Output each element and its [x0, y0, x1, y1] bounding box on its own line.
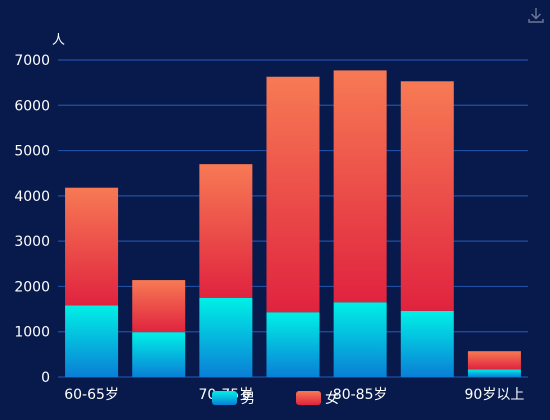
y-axis-unit-label: 人 — [52, 33, 65, 48]
legend-label-female[interactable]: 女 — [325, 390, 339, 407]
bar-female[interactable] — [199, 164, 253, 298]
y-tick-label: 3000 — [14, 234, 50, 250]
y-tick-label: 1000 — [14, 325, 50, 341]
y-tick-label: 4000 — [14, 189, 50, 205]
x-tick-label: 80-85岁 — [333, 387, 388, 403]
legend[interactable]: 男女 — [212, 390, 339, 407]
bar-female[interactable] — [132, 280, 186, 333]
bar-female[interactable] — [333, 70, 387, 303]
bar-female[interactable] — [400, 81, 454, 311]
y-axis-ticks: 0 1000 2000 3000 4000 5000 6000 7000 — [14, 53, 50, 386]
bar-female[interactable] — [467, 351, 521, 370]
download-icon[interactable] — [527, 6, 545, 24]
bar-female[interactable] — [266, 76, 320, 313]
y-tick-label: 6000 — [14, 98, 50, 114]
bar-male[interactable] — [132, 332, 186, 377]
y-tick-label: 0 — [41, 370, 50, 386]
bar-male[interactable] — [65, 305, 119, 377]
bar-male[interactable] — [467, 369, 521, 377]
bars — [65, 70, 521, 377]
y-tick-label: 7000 — [14, 53, 50, 69]
y-tick-label: 2000 — [14, 279, 50, 295]
legend-swatch-female[interactable] — [296, 391, 321, 405]
x-tick-label: 90岁以上 — [465, 387, 525, 403]
bar-male[interactable] — [199, 297, 253, 377]
bar-female[interactable] — [65, 187, 119, 306]
bar-male[interactable] — [400, 310, 454, 377]
y-tick-label: 5000 — [14, 144, 50, 160]
x-tick-label: 60-65岁 — [64, 387, 119, 403]
legend-label-male[interactable]: 男 — [241, 391, 255, 407]
legend-swatch-male[interactable] — [212, 391, 237, 405]
bar-male[interactable] — [333, 302, 387, 377]
bar-male[interactable] — [266, 312, 320, 377]
